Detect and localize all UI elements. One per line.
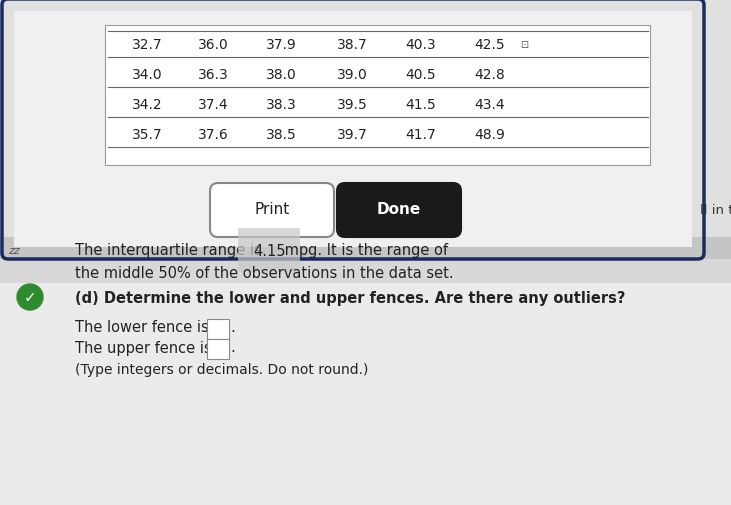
Text: ✓: ✓	[23, 290, 37, 305]
Text: 38.3: 38.3	[265, 98, 296, 112]
Text: 39.5: 39.5	[336, 98, 368, 112]
Text: mpg. It is the range of: mpg. It is the range of	[280, 243, 448, 258]
Text: 36.3: 36.3	[197, 68, 228, 82]
Circle shape	[17, 284, 43, 311]
FancyBboxPatch shape	[0, 260, 731, 283]
Text: 34.0: 34.0	[132, 68, 162, 82]
Text: 43.4: 43.4	[474, 98, 505, 112]
FancyBboxPatch shape	[210, 184, 334, 237]
FancyBboxPatch shape	[105, 26, 650, 166]
FancyBboxPatch shape	[207, 319, 229, 339]
Text: 37.6: 37.6	[197, 128, 228, 142]
Text: (d) Determine the lower and upper fences. Are there any outliers?: (d) Determine the lower and upper fences…	[75, 290, 626, 305]
Text: 4.15: 4.15	[253, 243, 286, 258]
Text: 36.0: 36.0	[197, 38, 228, 52]
Text: ll in th: ll in th	[700, 203, 731, 216]
Text: 38.5: 38.5	[265, 128, 296, 142]
FancyBboxPatch shape	[0, 237, 731, 260]
Text: 42.5: 42.5	[474, 38, 505, 52]
Text: 39.0: 39.0	[336, 68, 368, 82]
Text: 40.5: 40.5	[406, 68, 436, 82]
Text: The upper fence is: The upper fence is	[75, 340, 216, 355]
Text: ⊡: ⊡	[520, 40, 528, 50]
Text: 38.0: 38.0	[265, 68, 296, 82]
Text: .: .	[230, 340, 235, 355]
FancyBboxPatch shape	[14, 12, 692, 247]
FancyBboxPatch shape	[0, 0, 731, 260]
Text: 37.4: 37.4	[197, 98, 228, 112]
Text: 32.7: 32.7	[132, 38, 162, 52]
Text: The lower fence is: The lower fence is	[75, 320, 213, 335]
Text: 35.7: 35.7	[132, 128, 162, 142]
Text: 41.5: 41.5	[406, 98, 436, 112]
Text: Print: Print	[254, 202, 289, 217]
Text: 48.9: 48.9	[474, 128, 505, 142]
FancyBboxPatch shape	[207, 339, 229, 359]
Text: 39.7: 39.7	[336, 128, 368, 142]
Text: .: .	[230, 320, 235, 335]
FancyBboxPatch shape	[337, 184, 461, 237]
Text: 38.7: 38.7	[336, 38, 368, 52]
Text: 42.8: 42.8	[474, 68, 505, 82]
Text: Done: Done	[377, 202, 421, 217]
Text: (Type integers or decimals. Do not round.): (Type integers or decimals. Do not round…	[75, 362, 368, 376]
Text: The interquartile range is: The interquartile range is	[75, 243, 266, 258]
FancyBboxPatch shape	[0, 283, 731, 505]
Text: 40.3: 40.3	[406, 38, 436, 52]
Text: 37.9: 37.9	[265, 38, 296, 52]
Text: 34.2: 34.2	[132, 98, 162, 112]
Text: the middle 50% of the observations in the data set.: the middle 50% of the observations in th…	[75, 265, 454, 280]
Text: zz: zz	[8, 245, 20, 256]
Text: 41.7: 41.7	[406, 128, 436, 142]
